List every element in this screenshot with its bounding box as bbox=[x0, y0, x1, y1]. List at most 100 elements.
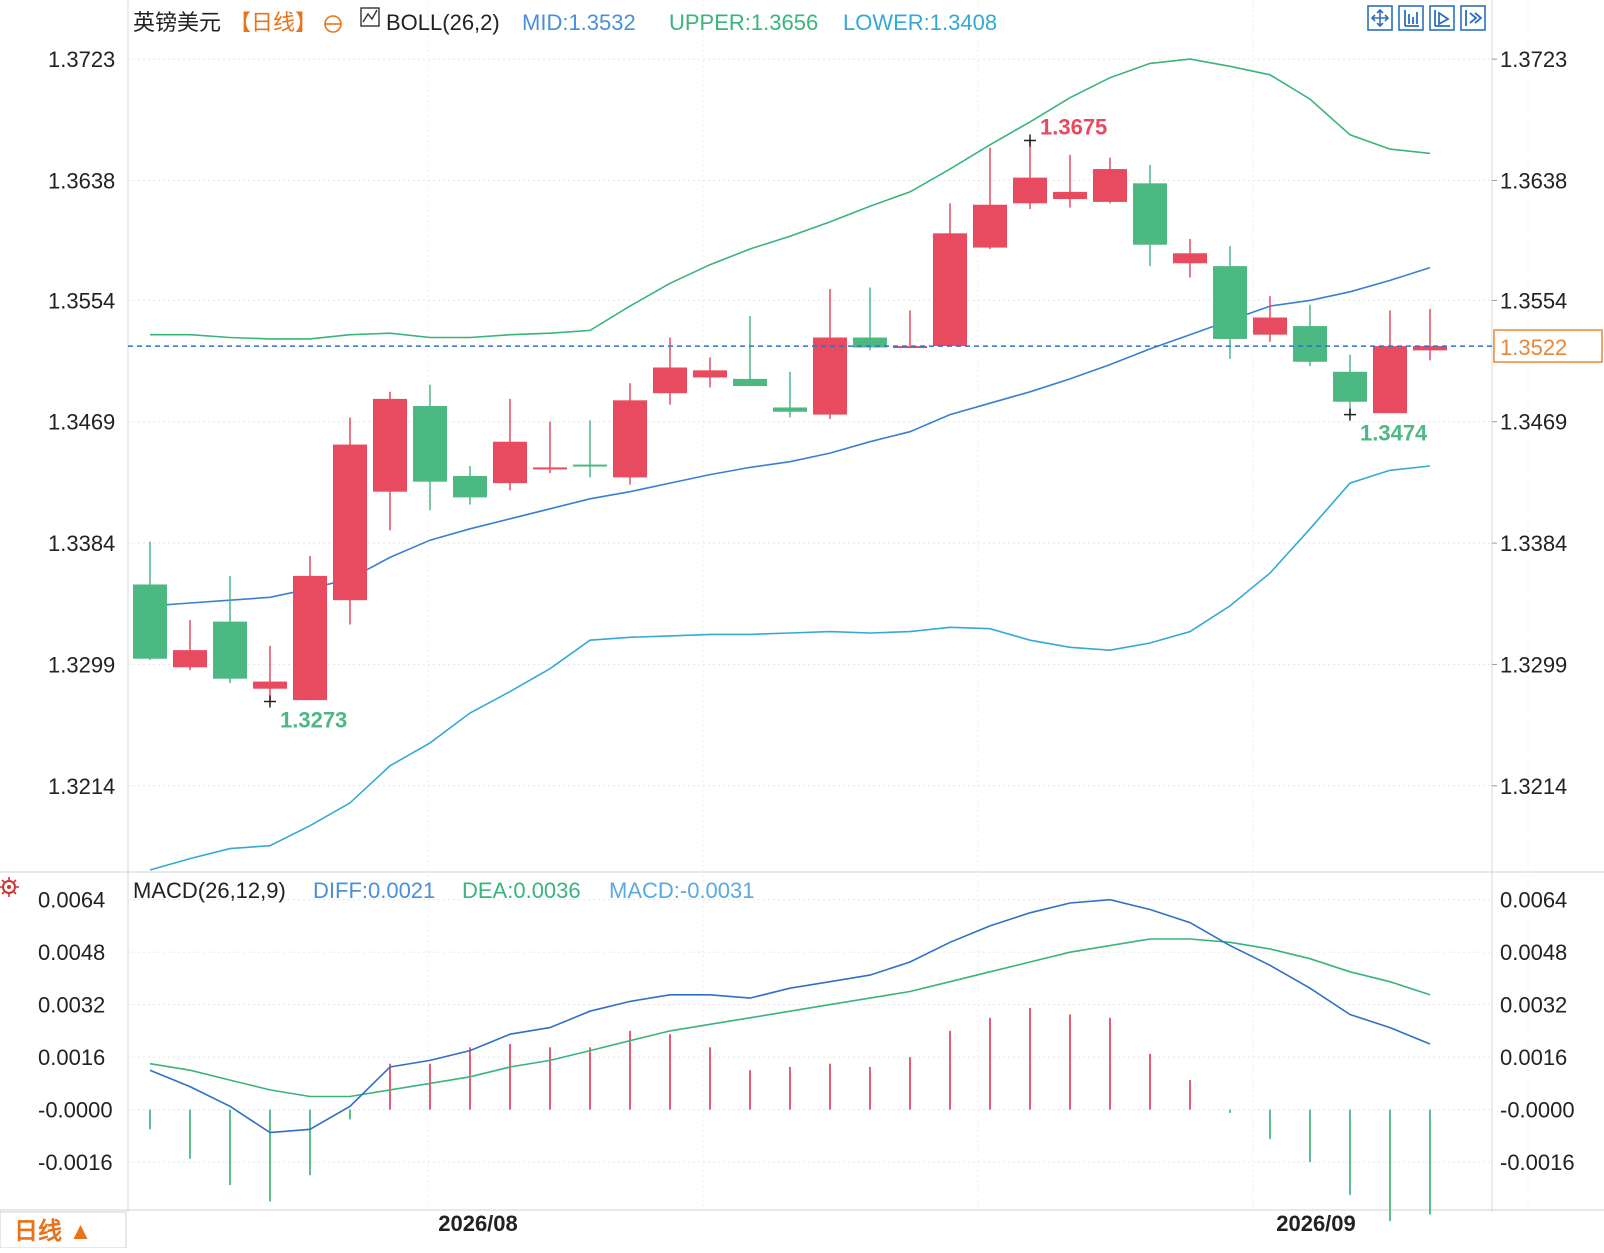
price-tick-left: 1.3299 bbox=[48, 652, 115, 677]
macd-tick-left: -0.0016 bbox=[38, 1150, 113, 1175]
candle-body bbox=[1373, 346, 1407, 414]
play-icon[interactable] bbox=[1429, 5, 1455, 31]
macd-tick-right: -0.0000 bbox=[1500, 1098, 1575, 1123]
candle bbox=[693, 357, 727, 388]
candle-body bbox=[413, 406, 447, 482]
candle-body bbox=[773, 407, 807, 412]
candle-body bbox=[613, 400, 647, 478]
price-grid bbox=[128, 58, 1492, 787]
candle-body bbox=[893, 346, 927, 349]
candle bbox=[1373, 310, 1407, 414]
macd-tick-left: 0.0048 bbox=[38, 940, 105, 965]
indicator-chart-icon[interactable] bbox=[360, 7, 380, 27]
min-price-label: 1.3273 bbox=[280, 708, 347, 733]
macd-diff-value: DIFF:0.0021 bbox=[313, 878, 435, 903]
period-tag[interactable]: 【日线】 bbox=[229, 10, 317, 35]
candle bbox=[1093, 157, 1127, 204]
candle bbox=[1173, 239, 1207, 278]
macd-tick-left: 0.0064 bbox=[38, 888, 105, 913]
settings-icon[interactable] bbox=[0, 877, 19, 897]
macd-tick-left: -0.0000 bbox=[38, 1098, 113, 1123]
candle-body bbox=[373, 398, 407, 492]
recent-low-marker-icon bbox=[1344, 408, 1356, 421]
macd-lines bbox=[149, 898, 1431, 1134]
candle-body bbox=[1013, 177, 1047, 204]
time-axis-labels: 2026/08 2026/09 bbox=[438, 1211, 1356, 1236]
max-price-label: 1.3675 bbox=[1040, 115, 1107, 140]
candle bbox=[253, 645, 287, 702]
period-button-bg[interactable] bbox=[0, 1211, 127, 1249]
candle bbox=[933, 203, 967, 347]
candle-body bbox=[573, 464, 607, 467]
max-marker-icon bbox=[1024, 134, 1036, 147]
macd-tick-right: -0.0016 bbox=[1500, 1150, 1575, 1175]
boll-lower-line bbox=[149, 465, 1431, 871]
macd-indicator-label: MACD(26,12,9) bbox=[133, 878, 286, 903]
recent-low-label: 1.3474 bbox=[1360, 421, 1428, 446]
extreme-markers: 1.3675 1.3273 1.3474 bbox=[264, 115, 1428, 733]
candle-body bbox=[333, 444, 367, 601]
crosshair-toggle-icon[interactable] bbox=[324, 15, 342, 33]
candle bbox=[1413, 308, 1447, 361]
price-tick-right: 1.3469 bbox=[1500, 410, 1567, 435]
macd-tick-right: 0.0064 bbox=[1500, 888, 1567, 913]
candle-body bbox=[1133, 183, 1167, 245]
price-tick-right: 1.3638 bbox=[1500, 168, 1567, 193]
candle-body bbox=[453, 475, 487, 498]
diff-line bbox=[149, 898, 1431, 1134]
candle bbox=[453, 465, 487, 505]
time-grid bbox=[427, 0, 1529, 1210]
candle-body bbox=[693, 370, 727, 378]
time-tick-label: 2026/09 bbox=[1276, 1211, 1356, 1236]
candle-body bbox=[1093, 169, 1127, 202]
price-tick-right: 1.3723 bbox=[1500, 47, 1567, 72]
price-tick-left: 1.3638 bbox=[48, 168, 115, 193]
macd-tick-right: 0.0016 bbox=[1500, 1045, 1567, 1070]
candle bbox=[853, 287, 887, 351]
candle-body bbox=[213, 621, 247, 679]
candle bbox=[173, 620, 207, 671]
candle bbox=[213, 575, 247, 683]
price-tick-left: 1.3469 bbox=[48, 410, 115, 435]
bar-chart-icon[interactable] bbox=[1398, 5, 1424, 31]
boll-mid-value: MID:1.3532 bbox=[522, 10, 636, 35]
candle bbox=[613, 383, 647, 485]
price-tick-left: 1.3723 bbox=[48, 47, 115, 72]
candle-body bbox=[1173, 253, 1207, 264]
boll-lower-value: LOWER:1.3408 bbox=[843, 10, 997, 35]
candle bbox=[533, 421, 567, 474]
candle-body bbox=[853, 337, 887, 348]
candle bbox=[773, 371, 807, 418]
candle-body bbox=[1253, 317, 1287, 335]
last-price-line: 1.3522 bbox=[128, 329, 1603, 363]
forward-icon[interactable] bbox=[1460, 5, 1486, 31]
candle-body bbox=[1293, 326, 1327, 362]
candle bbox=[1133, 164, 1167, 267]
boll-upper-line bbox=[150, 58, 1431, 340]
candle bbox=[1053, 154, 1087, 208]
candle bbox=[333, 417, 367, 625]
candle bbox=[1293, 304, 1327, 367]
candle-body bbox=[973, 204, 1007, 248]
price-axis-labels: 1.3723 1.3723 1.3638 1.3638 1.3554 1.3554 1.34… bbox=[48, 47, 1567, 799]
candle-body bbox=[133, 584, 167, 659]
last-price-label: 1.3522 bbox=[1500, 335, 1567, 360]
candle-body bbox=[533, 467, 567, 470]
zoom-icon[interactable] bbox=[1367, 5, 1393, 31]
candle bbox=[733, 316, 767, 387]
period-button[interactable]: 日线 ▲ bbox=[14, 1218, 92, 1245]
candle bbox=[1333, 354, 1367, 415]
price-tick-left: 1.3384 bbox=[48, 531, 115, 556]
candle-body bbox=[733, 378, 767, 387]
candle bbox=[413, 384, 447, 511]
macd-tick-right: 0.0032 bbox=[1500, 993, 1567, 1018]
price-tick-left: 1.3554 bbox=[48, 288, 115, 313]
candle-body bbox=[1413, 346, 1447, 351]
candle-body bbox=[653, 367, 687, 394]
candle bbox=[1013, 140, 1047, 210]
candle bbox=[373, 391, 407, 531]
candle-body bbox=[173, 650, 207, 668]
candle-body bbox=[1213, 266, 1247, 339]
